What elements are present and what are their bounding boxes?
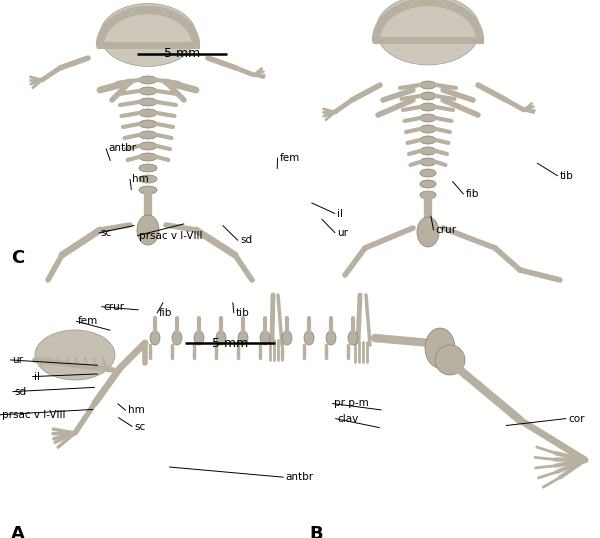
Ellipse shape	[282, 331, 292, 345]
Text: clav: clav	[337, 414, 358, 423]
Ellipse shape	[425, 328, 455, 368]
Text: A: A	[11, 525, 25, 538]
Ellipse shape	[139, 120, 157, 128]
Text: sd: sd	[240, 236, 252, 245]
Ellipse shape	[420, 158, 436, 166]
Text: fib: fib	[466, 189, 479, 199]
Ellipse shape	[238, 331, 248, 345]
Text: 5 mm: 5 mm	[164, 47, 200, 60]
Ellipse shape	[420, 103, 436, 111]
Text: prsac v I-VIII: prsac v I-VIII	[139, 231, 203, 240]
Ellipse shape	[326, 331, 336, 345]
Text: prsac v I-VIII: prsac v I-VIII	[2, 410, 65, 420]
Text: pr p-m: pr p-m	[334, 399, 369, 408]
Text: cor: cor	[568, 414, 584, 423]
Ellipse shape	[139, 76, 157, 84]
Text: fib: fib	[159, 308, 172, 318]
Ellipse shape	[35, 330, 115, 380]
Text: hm: hm	[128, 406, 145, 415]
Ellipse shape	[150, 331, 160, 345]
Text: ur: ur	[337, 228, 348, 238]
Text: antbr: antbr	[108, 144, 136, 153]
Ellipse shape	[420, 114, 436, 122]
Text: antbr: antbr	[286, 472, 314, 482]
Text: sc: sc	[101, 228, 112, 238]
Ellipse shape	[435, 345, 465, 375]
Text: hm: hm	[132, 174, 149, 184]
Ellipse shape	[139, 131, 157, 139]
Ellipse shape	[420, 191, 436, 199]
Text: C: C	[11, 249, 24, 266]
Text: crur: crur	[436, 225, 457, 235]
Text: sc: sc	[134, 422, 146, 431]
Text: tib: tib	[560, 171, 574, 181]
Ellipse shape	[172, 331, 182, 345]
Text: il: il	[34, 372, 40, 381]
Ellipse shape	[420, 169, 436, 177]
Ellipse shape	[139, 98, 157, 106]
Text: crur: crur	[103, 302, 124, 312]
Ellipse shape	[100, 4, 196, 67]
Ellipse shape	[420, 125, 436, 133]
Text: ur: ur	[12, 355, 23, 365]
Text: 5 mm: 5 mm	[212, 337, 248, 350]
Ellipse shape	[420, 147, 436, 155]
Text: il: il	[337, 209, 343, 218]
Ellipse shape	[376, 0, 480, 65]
Ellipse shape	[304, 331, 314, 345]
Text: tib: tib	[236, 308, 250, 318]
Ellipse shape	[417, 217, 439, 247]
Ellipse shape	[139, 87, 157, 95]
Ellipse shape	[420, 180, 436, 188]
Text: fem: fem	[280, 153, 300, 162]
Ellipse shape	[137, 215, 159, 245]
Text: B: B	[309, 525, 323, 538]
Ellipse shape	[420, 136, 436, 144]
Text: sd: sd	[14, 387, 26, 397]
Ellipse shape	[139, 142, 157, 150]
Ellipse shape	[139, 164, 157, 172]
Ellipse shape	[139, 153, 157, 161]
Ellipse shape	[420, 81, 436, 89]
Ellipse shape	[216, 331, 226, 345]
Text: fem: fem	[78, 316, 98, 326]
Ellipse shape	[139, 175, 157, 183]
Ellipse shape	[139, 109, 157, 117]
Ellipse shape	[194, 331, 204, 345]
Ellipse shape	[139, 186, 157, 194]
Ellipse shape	[420, 92, 436, 100]
Ellipse shape	[348, 331, 358, 345]
Ellipse shape	[260, 331, 270, 345]
